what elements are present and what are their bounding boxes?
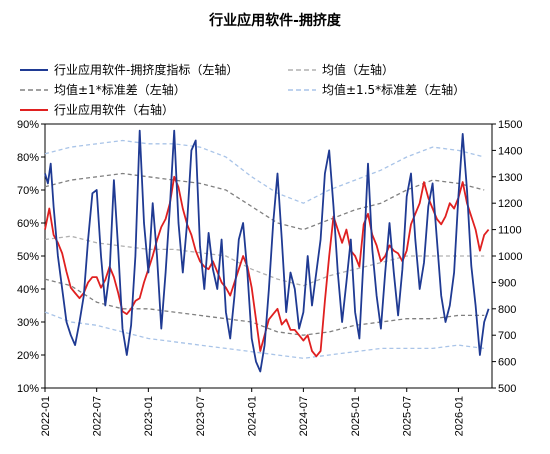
x-tick-label: 2023-01 bbox=[143, 396, 155, 436]
y-right-tick-label: 1400 bbox=[498, 145, 522, 157]
x-tick-label: 2025-01 bbox=[350, 396, 362, 436]
y-left-tick-label: 30% bbox=[17, 317, 39, 329]
y-right-tick-label: 1200 bbox=[498, 198, 522, 210]
y-left-tick-label: 10% bbox=[17, 383, 39, 395]
legend: 行业应用软件-拥挤度指标（左轴） 均值（左轴） 均值±1*标准差（左轴） 均值±… bbox=[20, 62, 465, 117]
y-right-tick-label: 700 bbox=[498, 330, 516, 342]
y-left-tick-label: 20% bbox=[17, 350, 39, 362]
y-right-tick-label: 900 bbox=[498, 277, 516, 289]
legend-label-crowding: 行业应用软件-拥挤度指标（左轴） bbox=[54, 62, 238, 77]
y-left-tick-label: 70% bbox=[17, 185, 39, 197]
x-tick-label: 2024-07 bbox=[298, 396, 310, 436]
legend-label-index: 行业应用软件（右轴） bbox=[54, 102, 174, 117]
series-line-6 bbox=[44, 175, 490, 358]
legend-label-1-5sd: 均值±1.5*标准差（左轴） bbox=[322, 82, 465, 97]
x-tick-label: 2022-01 bbox=[40, 396, 52, 436]
x-tick-label: 2024-01 bbox=[247, 396, 259, 436]
x-tick-label: 2026-01 bbox=[453, 396, 465, 436]
series-line-5 bbox=[44, 311, 485, 359]
x-tick-label: 2023-07 bbox=[195, 396, 207, 436]
series-line-0 bbox=[44, 129, 490, 373]
y-right-tick-label: 1300 bbox=[498, 172, 522, 184]
legend-label-mean: 均值（左轴） bbox=[322, 62, 394, 77]
y-right-tick-label: 1500 bbox=[498, 119, 522, 131]
x-tick-label: 2025-07 bbox=[402, 396, 414, 436]
y-left-tick-label: 60% bbox=[17, 218, 39, 230]
y-left-tick-label: 80% bbox=[17, 152, 39, 164]
y-right-tick-label: 800 bbox=[498, 304, 516, 316]
chart-title: 行业应用软件-拥挤度 bbox=[208, 12, 342, 29]
y-right-tick-label: 600 bbox=[498, 357, 516, 369]
legend-label-1sd: 均值±1*标准差（左轴） bbox=[54, 82, 186, 97]
series-line-4 bbox=[44, 139, 485, 204]
series-line-1 bbox=[44, 235, 485, 287]
x-tick-label: 2022-07 bbox=[92, 396, 104, 436]
y-left-tick-label: 90% bbox=[17, 119, 39, 131]
y-right-tick-label: 1000 bbox=[498, 251, 522, 263]
y-right-tick-label: 500 bbox=[498, 383, 516, 395]
y-left-tick-label: 50% bbox=[17, 251, 39, 263]
series-line-3 bbox=[44, 278, 485, 336]
plot-area: 10% 20% 30% 40% 50% 60% 70% 80% 90% 500 600 700 800 9… bbox=[17, 119, 523, 436]
y-right-tick-label: 1100 bbox=[498, 225, 522, 237]
series-line-2 bbox=[44, 172, 485, 231]
y-left-tick-label: 40% bbox=[17, 284, 39, 296]
